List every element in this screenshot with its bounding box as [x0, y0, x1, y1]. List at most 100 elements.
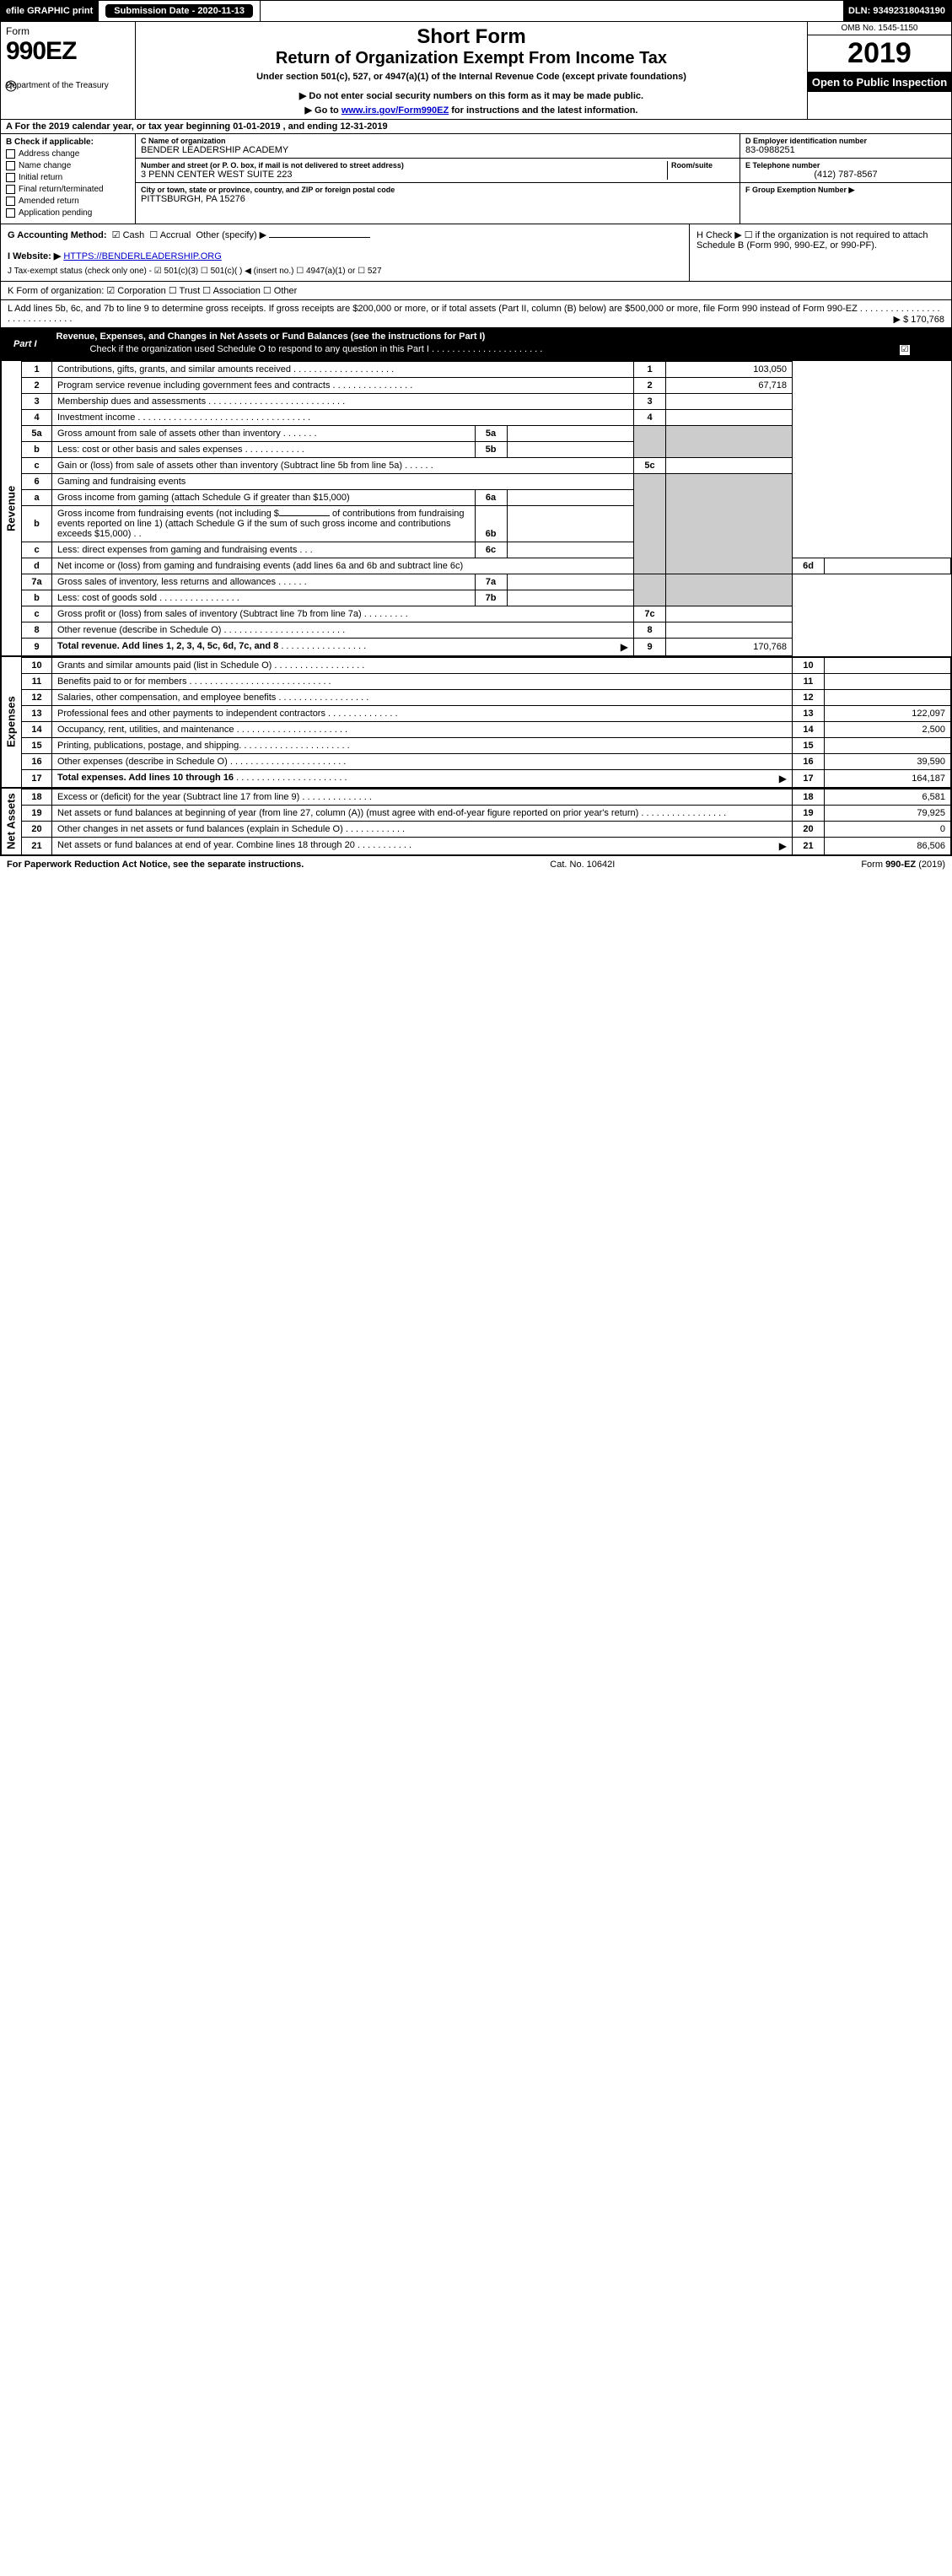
footer-mid: Cat. No. 10642I: [550, 860, 615, 870]
line-13: 13Professional fees and other payments t…: [22, 706, 951, 722]
cb-final-return[interactable]: Final return/terminated: [6, 185, 130, 194]
row-gh: G Accounting Method: ☑ Cash ☐ Accrual Ot…: [0, 224, 952, 282]
line-15: 15Printing, publications, postage, and s…: [22, 738, 951, 754]
g-accrual: Accrual: [160, 230, 191, 240]
top-spacer: [261, 1, 843, 21]
revenue-side: Revenue: [1, 361, 21, 656]
part1-header: Part I Revenue, Expenses, and Changes in…: [1, 328, 951, 360]
cb-address-change[interactable]: Address change: [6, 149, 130, 159]
line-6: 6Gaming and fundraising events: [22, 474, 951, 490]
ein-label: D Employer identification number: [745, 137, 946, 145]
line-6a: aGross income from gaming (attach Schedu…: [22, 490, 951, 506]
form-header: Form 990EZ Department of the Treasury Sh…: [0, 22, 952, 120]
header-left: Form 990EZ Department of the Treasury: [1, 22, 136, 119]
g-label: G Accounting Method:: [8, 230, 107, 240]
top-bar: efile GRAPHIC print Submission Date - 20…: [0, 0, 952, 22]
header-right: OMB No. 1545-1150 2019 Open to Public In…: [808, 22, 951, 119]
line-6b: bGross income from fundraising events (n…: [22, 506, 951, 542]
website-link[interactable]: HTTPS://BENDERLEADERSHIP.ORG: [63, 251, 221, 261]
i-label: I Website: ▶: [8, 251, 61, 261]
line-10: 10Grants and similar amounts paid (list …: [22, 658, 951, 674]
line-12: 12Salaries, other compensation, and empl…: [22, 690, 951, 706]
g-accounting: G Accounting Method: ☑ Cash ☐ Accrual Ot…: [1, 224, 690, 281]
expenses-side: Expenses: [1, 657, 21, 788]
line-6d: dNet income or (loss) from gaming and fu…: [22, 558, 951, 574]
goto-line: ▶ Go to www.irs.gov/Form990EZ for instru…: [143, 105, 800, 116]
do-not-enter: ▶ Do not enter social security numbers o…: [143, 90, 800, 101]
column-b: B Check if applicable: Address change Na…: [1, 134, 136, 224]
revenue-section: Revenue 1Contributions, gifts, grants, a…: [0, 361, 952, 657]
b-label: B Check if applicable:: [6, 137, 130, 147]
expenses-table: 10Grants and similar amounts paid (list …: [21, 657, 951, 788]
j-tax-exempt: J Tax-exempt status (check only one) - ☑…: [8, 267, 682, 276]
submission-wrap: Submission Date - 2020-11-13: [99, 1, 261, 21]
part1-wrap: Part I Revenue, Expenses, and Changes in…: [0, 328, 952, 361]
goto-link[interactable]: www.irs.gov/Form990EZ: [342, 105, 449, 116]
efile-label[interactable]: efile GRAPHIC print: [1, 1, 99, 21]
city-label: City or town, state or province, country…: [141, 186, 734, 194]
part1-check[interactable]: ☑: [899, 344, 911, 356]
org-address: 3 PENN CENTER WEST SUITE 223: [141, 170, 667, 180]
line-16: 16Other expenses (describe in Schedule O…: [22, 754, 951, 770]
line-21: 21Net assets or fund balances at end of …: [22, 838, 951, 855]
cb-amended-return[interactable]: Amended return: [6, 197, 130, 206]
city-block: City or town, state or province, country…: [136, 183, 740, 207]
netassets-section: Net Assets 18Excess or (deficit) for the…: [0, 789, 952, 856]
section-bcd: B Check if applicable: Address change Na…: [0, 134, 952, 224]
h-check: H Check ▶ ☐ if the organization is not r…: [690, 224, 951, 281]
grp-label: F Group Exemption Number ▶: [745, 186, 946, 195]
line-5c: cGain or (loss) from sale of assets othe…: [22, 458, 951, 474]
column-d: D Employer identification number 83-0988…: [740, 134, 951, 224]
addr-label: Number and street (or P. O. box, if mail…: [141, 161, 667, 170]
open-to-public: Open to Public Inspection: [808, 73, 951, 92]
line-4: 4Investment income . . . . . . . . . . .…: [22, 410, 951, 426]
part1-title: Revenue, Expenses, and Changes in Net As…: [50, 328, 951, 360]
line-19: 19Net assets or fund balances at beginni…: [22, 806, 951, 822]
line-7c: cGross profit or (loss) from sales of in…: [22, 606, 951, 622]
header-mid: Short Form Return of Organization Exempt…: [136, 22, 808, 119]
omb-number: OMB No. 1545-1150: [808, 22, 951, 35]
tax-year: 2019: [808, 35, 951, 73]
footer-left: For Paperwork Reduction Act Notice, see …: [7, 860, 304, 870]
line-20: 20Other changes in net assets or fund ba…: [22, 822, 951, 838]
g-other-input[interactable]: [269, 237, 370, 238]
revenue-label: Revenue: [2, 361, 20, 655]
ein-block: D Employer identification number 83-0988…: [740, 134, 951, 159]
row-a-calendar-year: A For the 2019 calendar year, or tax yea…: [0, 120, 952, 134]
cb-name-change[interactable]: Name change: [6, 161, 130, 170]
dept-treasury: Department of the Treasury: [6, 81, 130, 90]
part1-title-text: Revenue, Expenses, and Changes in Net As…: [56, 331, 486, 342]
line-8: 8Other revenue (describe in Schedule O) …: [22, 622, 951, 639]
dln: DLN: 93492318043190: [843, 1, 951, 21]
submission-date: Submission Date - 2020-11-13: [105, 4, 253, 18]
netassets-side: Net Assets: [1, 789, 21, 855]
line-7a: 7aGross sales of inventory, less returns…: [22, 574, 951, 590]
return-title: Return of Organization Exempt From Incom…: [143, 49, 800, 68]
c-name-label: C Name of organization: [141, 137, 734, 145]
form-word: Form: [6, 25, 130, 37]
g-cash: Cash: [123, 230, 145, 240]
tel-block: E Telephone number (412) 787-8567: [740, 159, 951, 183]
l-gross-receipts: L Add lines 5b, 6c, and 7b to line 9 to …: [0, 300, 952, 328]
expenses-section: Expenses 10Grants and similar amounts pa…: [0, 657, 952, 789]
netassets-label: Net Assets: [2, 789, 20, 854]
line-17: 17Total expenses. Add lines 10 through 1…: [22, 770, 951, 788]
org-city: PITTSBURGH, PA 15276: [141, 194, 734, 204]
expenses-label: Expenses: [2, 657, 20, 787]
tel-label: E Telephone number: [745, 161, 946, 170]
tel-value: (412) 787-8567: [745, 170, 946, 180]
line-18: 18Excess or (deficit) for the year (Subt…: [22, 790, 951, 806]
page-footer: For Paperwork Reduction Act Notice, see …: [0, 856, 952, 873]
cb-initial-return[interactable]: Initial return: [6, 173, 130, 182]
line-5a: 5aGross amount from sale of assets other…: [22, 426, 951, 442]
i-website-row: I Website: ▶ HTTPS://BENDERLEADERSHIP.OR…: [8, 251, 682, 261]
under-section: Under section 501(c), 527, or 4947(a)(1)…: [143, 72, 800, 82]
column-c: C Name of organization BENDER LEADERSHIP…: [136, 134, 740, 224]
cb-application-pending[interactable]: Application pending: [6, 208, 130, 218]
group-exemption-block: F Group Exemption Number ▶: [740, 183, 951, 197]
room-label: Room/suite: [671, 161, 734, 170]
part1-tab: Part I: [1, 335, 50, 353]
line-7b: bLess: cost of goods sold . . . . . . . …: [22, 590, 951, 606]
line-2: 2Program service revenue including gover…: [22, 378, 951, 394]
org-name-block: C Name of organization BENDER LEADERSHIP…: [136, 134, 740, 159]
